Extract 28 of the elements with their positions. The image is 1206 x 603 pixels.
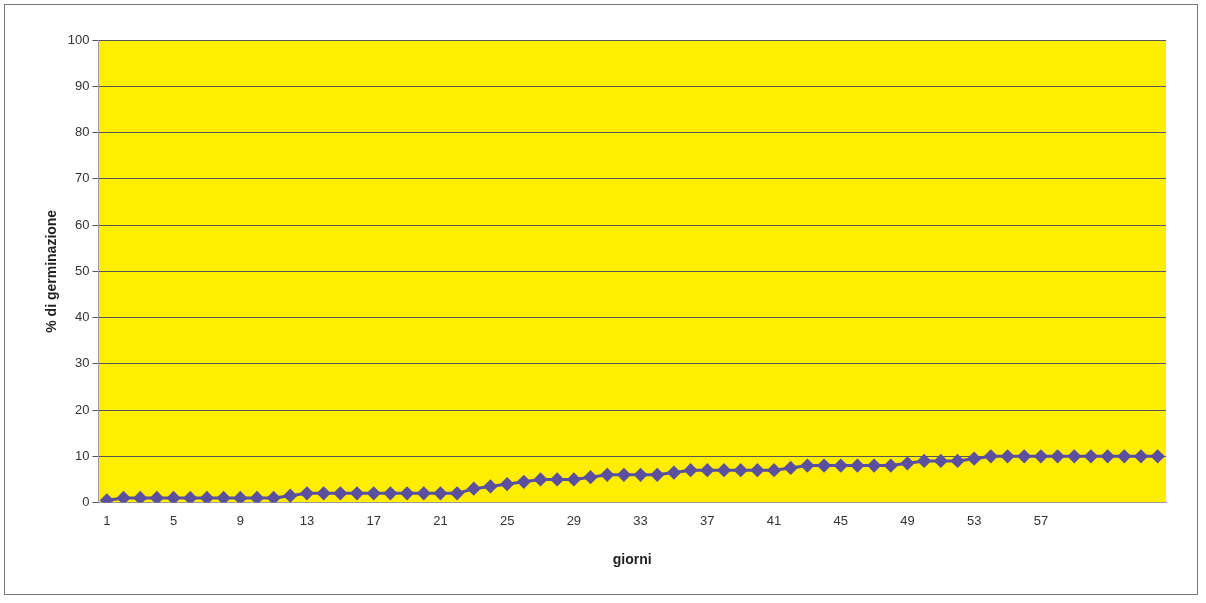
y-tick-label: 90 (75, 77, 90, 93)
x-tick-label: 41 (766, 512, 782, 528)
y-axis-title: % di germinazione (43, 209, 60, 333)
x-tick-label: 25 (499, 512, 515, 528)
y-tick-label: 0 (82, 494, 90, 510)
x-tick-label: 53 (966, 512, 982, 528)
y-tick-label: 40 (75, 309, 90, 325)
x-tick-label: 5 (169, 512, 178, 528)
x-axis-title: giorni (612, 551, 652, 568)
y-tick-label: 100 (67, 31, 90, 47)
x-tick-label: 21 (433, 512, 448, 528)
x-tick-label: 1 (103, 512, 111, 528)
x-tick-label: 17 (366, 512, 381, 528)
y-tick-label: 60 (75, 216, 90, 232)
y-tick-label: 50 (75, 262, 90, 278)
x-tick-label: 37 (700, 512, 715, 528)
x-tick-label: 45 (833, 512, 848, 528)
y-tick-label: 20 (75, 401, 90, 417)
y-tick-label: 30 (75, 355, 90, 371)
x-tick-label: 57 (1033, 512, 1049, 528)
y-tick-label: 70 (75, 170, 90, 186)
x-tick-label: 49 (900, 512, 915, 528)
x-tick-label: 9 (236, 512, 244, 528)
y-tick-label: 80 (75, 124, 90, 140)
x-tick-label: 33 (633, 512, 648, 528)
x-tick-label: 13 (299, 512, 315, 528)
y-tick-label: 10 (75, 447, 90, 463)
x-tick-label: 29 (566, 512, 582, 528)
